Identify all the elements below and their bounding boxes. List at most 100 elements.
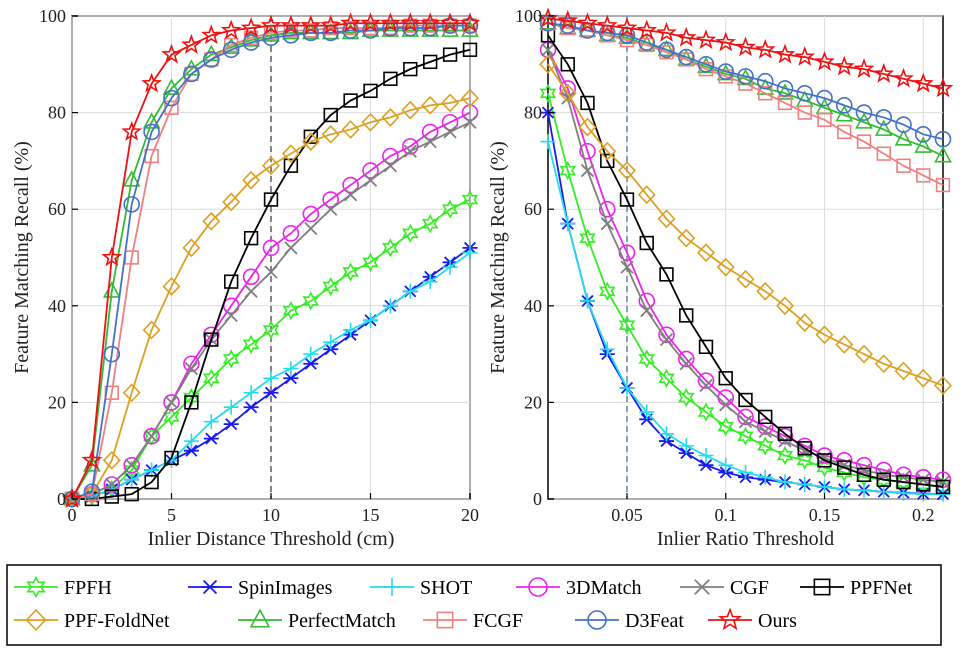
left-point-d3feat	[401, 19, 419, 37]
right-point-ours	[873, 63, 895, 83]
left-point-3dmatch	[242, 268, 260, 286]
legend-marker-spinimages	[201, 579, 219, 595]
right-point-fcgf	[876, 146, 891, 161]
left-point-fpfh	[322, 276, 340, 297]
right-point-perfectmatch	[855, 112, 873, 129]
right-y-axis-title: Feature Matching Recall (%)	[487, 141, 509, 374]
left-line-ours	[71, 22, 470, 500]
legend-entry-3dmatch: 3DMatch	[516, 577, 642, 599]
left-point-shot	[183, 433, 199, 449]
legend-items: FPFH SpinImages SHOT 3DMatch CGF PPFNet PPF-Fo…	[14, 575, 913, 632]
right-point-ppfnet	[639, 235, 654, 251]
right-point-cgf	[659, 332, 674, 347]
left-point-ours	[459, 12, 481, 33]
left-point-fpfh	[202, 368, 220, 388]
left-point-3dmatch	[282, 225, 300, 242]
left-point-3dmatch	[183, 355, 200, 373]
right-point-d3feat	[914, 126, 932, 143]
right-point-shot	[580, 293, 595, 309]
right-point-perfectmatch	[934, 146, 952, 163]
right-point-ppf-foldnet	[894, 361, 913, 381]
right-chart: 0.05 0.1 0.15 0.2 0 20 40 60 80 100 Inlier Ratio …	[487, 6, 954, 550]
left-point-ppf-foldnet	[82, 484, 101, 504]
left-point-d3feat	[421, 19, 439, 37]
left-point-shot	[402, 283, 418, 299]
right-point-ours	[715, 31, 737, 52]
right-point-shot	[599, 341, 615, 357]
left-point-fpfh	[342, 262, 359, 282]
left-point-d3feat	[183, 65, 200, 83]
right-point-cgf	[719, 398, 733, 412]
left-x-tick-label: 10	[262, 505, 280, 525]
left-point-ours	[101, 246, 123, 267]
left-point-ours	[61, 488, 83, 508]
legend-entry-ours: Ours	[708, 607, 797, 632]
right-y-tick-label: 0	[533, 489, 542, 509]
left-point-fpfh	[222, 349, 240, 369]
right-point-fpfh	[796, 450, 814, 470]
left-x-axis-title: Inlier Distance Threshold (cm)	[148, 528, 395, 550]
left-point-ppf-foldnet	[341, 120, 360, 139]
left-point-ppfnet	[323, 107, 338, 123]
right-point-shot	[619, 380, 635, 396]
left-point-3dmatch	[322, 191, 340, 208]
right-point-ours	[893, 67, 914, 88]
right-point-ours	[557, 9, 579, 30]
left-point-ppf-foldnet	[162, 277, 181, 296]
right-point-shot	[817, 479, 832, 495]
left-x-tick-label: 20	[461, 505, 479, 525]
right-point-fpfh	[737, 426, 754, 446]
right-point-ppf-foldnet	[657, 209, 676, 229]
right-point-fpfh	[539, 83, 557, 103]
right-point-shot	[836, 481, 852, 497]
right-point-ppf-foldnet	[835, 335, 854, 354]
right-point-ppf-foldnet	[677, 228, 696, 248]
right-point-ppf-foldnet	[855, 344, 873, 364]
left-point-cgf	[284, 241, 298, 255]
right-point-d3feat	[875, 109, 893, 126]
left-point-ours	[200, 24, 222, 45]
legend-label-perfectmatch: PerfectMatch	[288, 610, 396, 632]
left-point-cgf	[343, 188, 358, 202]
left-point-ppf-foldnet	[182, 238, 201, 258]
right-point-3dmatch	[677, 350, 695, 368]
right-point-ppfnet	[777, 426, 793, 441]
right-point-3dmatch	[598, 200, 616, 218]
right-point-ours	[616, 17, 638, 37]
right-point-ours	[853, 58, 875, 78]
right-point-d3feat	[934, 130, 952, 148]
right-point-ppfnet	[738, 392, 753, 408]
left-y-tick-label: 100	[39, 6, 66, 26]
right-point-fcgf	[935, 177, 951, 193]
left-point-3dmatch	[362, 162, 379, 179]
left-point-shot	[462, 245, 478, 261]
left-point-ppfnet	[442, 47, 458, 62]
legend-label-ppf-foldnet: PPF-FoldNet	[64, 610, 170, 632]
left-series-ppf-foldnet	[63, 88, 479, 509]
left-point-fcgf	[184, 66, 199, 82]
right-point-ppf-foldnet	[578, 117, 597, 137]
legend-marker-d3feat	[587, 610, 607, 630]
left-point-d3feat	[163, 89, 180, 107]
left-point-cgf	[125, 458, 139, 472]
left-series-cgf	[65, 115, 477, 506]
legend-marker-shot	[383, 578, 401, 596]
right-point-ours	[596, 14, 618, 35]
left-point-3dmatch	[461, 104, 479, 121]
right-point-d3feat	[717, 63, 735, 80]
left-series-group	[61, 12, 481, 509]
left-point-ours	[280, 14, 302, 35]
legend-box	[6, 564, 942, 646]
legend-marker-fcgf	[436, 611, 454, 629]
right-point-shot	[757, 469, 773, 485]
legend-marker-ppfnet	[813, 578, 831, 596]
left-point-ppfnet	[363, 83, 378, 99]
left-point-ppfnet	[263, 192, 279, 207]
right-y-tick-label: 20	[524, 392, 542, 412]
right-point-ours	[675, 26, 697, 47]
left-point-3dmatch	[123, 456, 140, 474]
right-point-ppfnet	[619, 192, 635, 207]
left-point-3dmatch	[143, 427, 160, 445]
left-point-ppfnet	[104, 489, 119, 504]
left-point-d3feat	[222, 41, 240, 59]
